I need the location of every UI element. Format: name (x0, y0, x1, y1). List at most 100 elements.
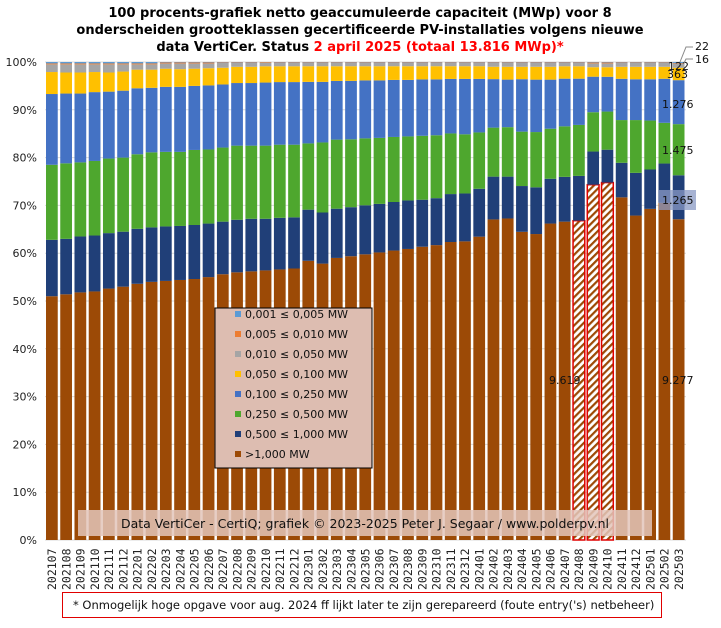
bar-segment (131, 64, 144, 70)
bar-segment (74, 63, 87, 65)
bar-segment (630, 172, 642, 216)
bar-segment (615, 197, 628, 541)
chart-title: 100 procents-grafiek netto geaccumuleerd… (76, 6, 643, 55)
x-tick-label: 202212 (287, 548, 301, 590)
bar-segment (601, 111, 614, 150)
bar-segment (102, 91, 115, 159)
title-line-3-prefix: data VertiCer. Status (156, 40, 313, 55)
bar-segment (88, 63, 101, 65)
bar-segment (373, 62, 386, 67)
bar-segment (587, 63, 600, 68)
bar-segment (174, 225, 186, 280)
bar-segment (131, 88, 144, 155)
bar-segment (117, 231, 129, 287)
bar-segment (102, 63, 115, 65)
bar-segment (430, 66, 443, 80)
bar-202411 (615, 62, 628, 541)
bar-segment (416, 199, 429, 247)
bar-202108 (60, 62, 72, 540)
legend-label: 0,050 ≤ 0,100 MW (245, 368, 348, 381)
bar-segment (530, 62, 543, 67)
bar-segment (259, 66, 272, 83)
bar-segment (658, 122, 671, 164)
bar-segment (573, 124, 585, 176)
annotation-0500-1000: 1.265 (662, 194, 694, 207)
bar-segment (245, 62, 258, 67)
bar-segment (46, 164, 58, 240)
bar-segment (188, 279, 201, 540)
bar-segment (544, 62, 557, 67)
bar-202202 (145, 62, 158, 540)
bar-segment (288, 62, 300, 67)
bar-segment (216, 147, 229, 222)
legend-label: >1,000 MW (245, 448, 310, 461)
bar-segment (117, 71, 129, 91)
bar-segment (430, 79, 443, 136)
bar-segment (387, 202, 400, 251)
bar-segment (88, 64, 101, 73)
bar-202402 (487, 62, 500, 540)
bar-segment (487, 176, 500, 220)
bar-segment (273, 144, 286, 218)
x-tick-label: 202211 (273, 548, 287, 590)
legend-label: 0,500 ≤ 1,000 MW (245, 428, 348, 441)
bar-segment (516, 186, 528, 232)
bar-segment (473, 62, 486, 67)
bar-segment (60, 294, 72, 540)
bar-segment (359, 138, 372, 206)
bar-segment (202, 85, 215, 150)
bar-segment (530, 187, 543, 235)
bar-segment (615, 120, 628, 163)
bar-segment (46, 239, 58, 297)
bar-segment (672, 80, 685, 125)
annotation-0001-0005: 22 (695, 40, 709, 53)
bar-segment (245, 218, 258, 272)
bar-202205 (188, 62, 201, 540)
bar-segment (74, 236, 87, 293)
x-tick-label: 202111 (102, 548, 116, 590)
x-tick-label: 202301 (302, 548, 316, 590)
bar-segment (273, 66, 286, 83)
bar-segment (586, 183, 600, 541)
bar-segment (430, 62, 443, 67)
bar-segment (387, 79, 400, 137)
bar-202311 (444, 62, 457, 540)
annotation-0005-0010: 16 (695, 53, 709, 66)
bar-segment (587, 151, 600, 185)
bar-202306 (373, 62, 386, 541)
bar-segment (46, 64, 58, 73)
bar-segment (601, 62, 614, 64)
annotation-gt1mw: 9.277 (662, 374, 694, 387)
bar-segment (558, 62, 571, 67)
x-tick-label: 202501 (643, 548, 657, 590)
bar-segment (487, 66, 500, 80)
bar-segment (145, 227, 158, 282)
bar-segment (601, 63, 614, 68)
bar-segment (501, 176, 514, 219)
x-tick-label: 202402 (487, 548, 501, 590)
bar-segment (288, 82, 300, 145)
y-tick-label: 100% (6, 56, 37, 69)
bar-segment (444, 78, 457, 134)
bar-202401 (473, 62, 486, 540)
bar-segment (131, 283, 144, 540)
bar-segment (60, 163, 72, 239)
bar-segment (587, 112, 600, 152)
bar-segment (516, 231, 528, 540)
bar-segment (459, 193, 471, 242)
bar-segment (587, 76, 600, 113)
bar-segment (117, 90, 129, 158)
bar-202312 (459, 62, 471, 541)
bar-segment (145, 152, 158, 228)
bar-segment (202, 62, 215, 64)
bar-segment (387, 62, 400, 67)
bar-202410 (600, 62, 615, 541)
bar-202403 (501, 62, 514, 540)
legend-swatch (235, 371, 241, 377)
bar-202107 (46, 62, 58, 540)
bar-segment (402, 66, 414, 80)
credit-box: Data VertiCer - CertiQ; grafiek © 2023-2… (78, 510, 652, 536)
bar-segment (630, 215, 642, 541)
bar-segment (159, 86, 172, 152)
bar-202501 (644, 62, 657, 541)
